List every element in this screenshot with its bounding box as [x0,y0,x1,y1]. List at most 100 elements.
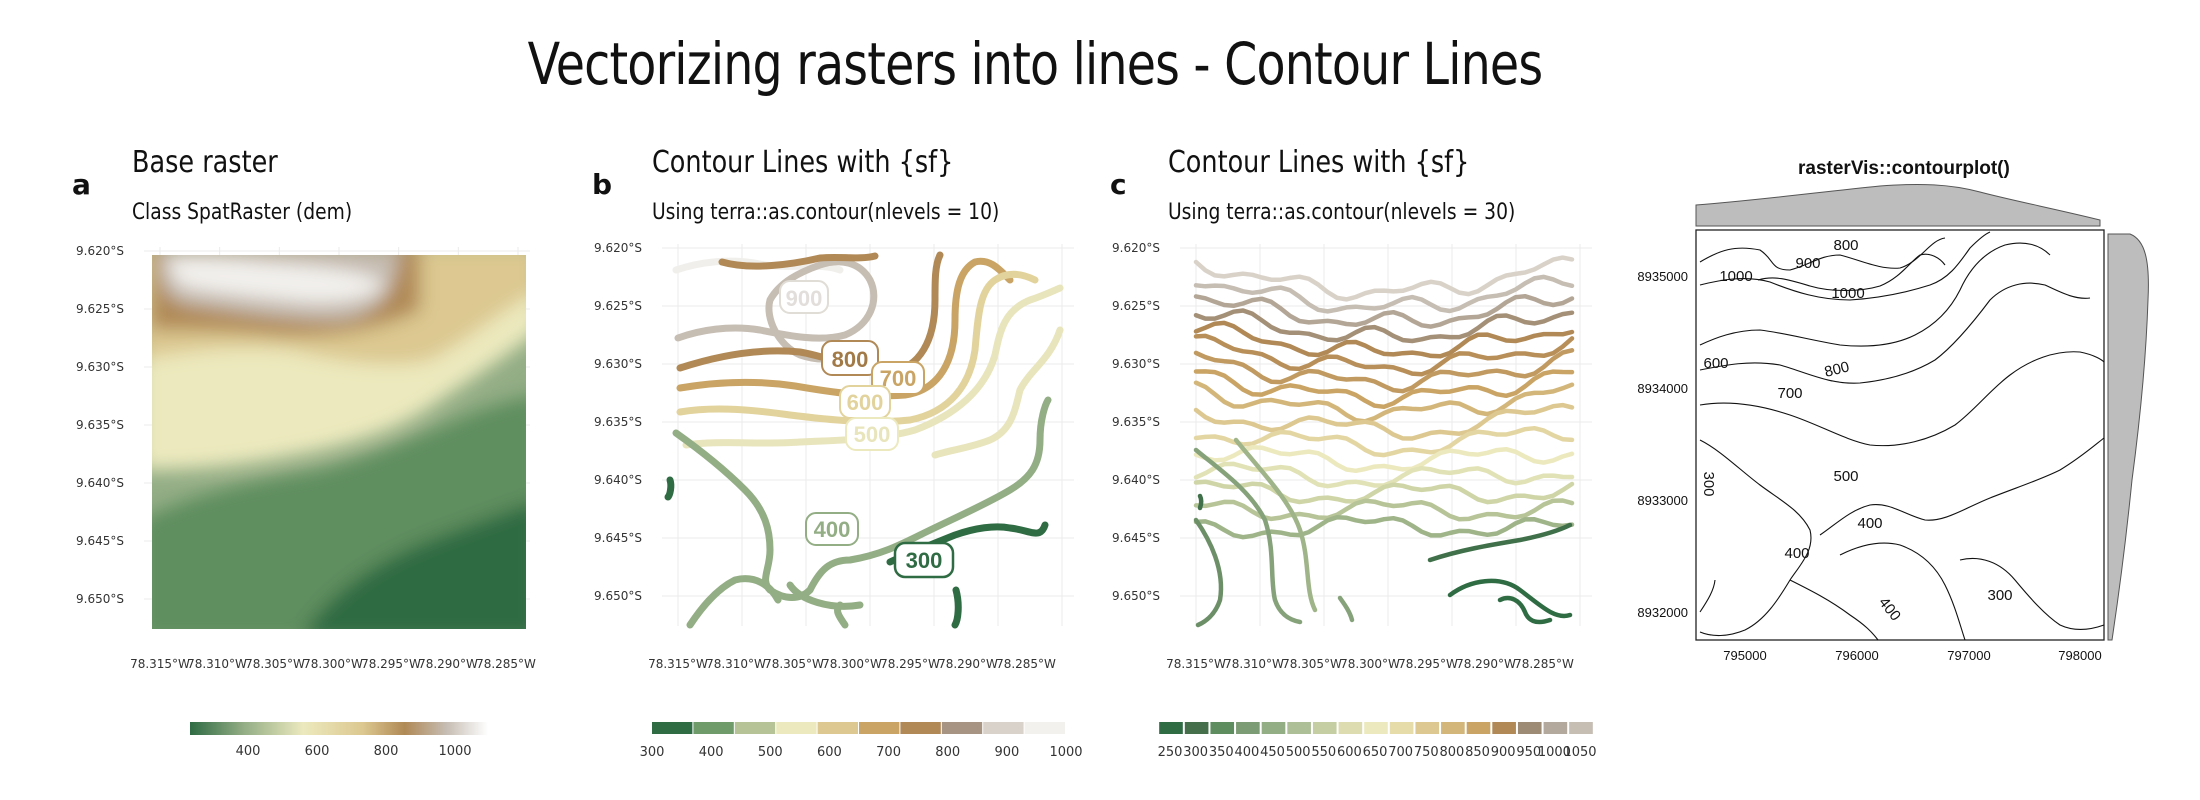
legend-tick-label: 950 [1516,745,1541,760]
legend-swatch [1159,722,1183,734]
contour-line [1699,351,2105,447]
y-tick-label: 9.620°S [76,244,124,258]
legend-tick-label: 1000 [438,744,471,759]
contour-line [1427,522,1573,563]
legend-swatch [652,722,693,734]
contour-line [1233,437,1318,613]
panel-b-contour-labels: 900 800 700 600 500 400 300 [779,280,955,579]
legend-swatch [776,722,817,734]
y-tick-label: 8935000 [1637,269,1688,284]
panel-a-letter: a [72,168,91,201]
x-tick-label: 78.305°W [1282,657,1342,671]
legend-tick-label: 400 [699,745,724,760]
x-tick-label: 78.310°W [706,657,766,671]
top-marginal-density [1695,183,2101,227]
legend-swatch [1569,722,1593,734]
contour-line-600 [676,270,1039,426]
x-tick-label: 78.290°W [418,657,478,671]
x-tick-label: 78.305°W [764,657,824,671]
figure-title: Vectorizing rasters into lines - Contour… [527,30,1543,98]
contour-line [1699,579,1716,613]
y-tick-label: 8932000 [1637,605,1688,620]
contour-line [1193,517,1224,628]
legend-swatch [693,722,734,734]
y-tick-label: 9.625°S [76,302,124,316]
legend-swatch [859,722,900,734]
panel-c-subtitle: Using terra::as.contour(nlevels = 30) [1168,200,1516,225]
contour-line [1789,579,1879,641]
legend-swatch [1261,722,1286,734]
contour-line-400 [786,581,864,610]
contour-line [1193,255,1575,302]
x-tick-label: 78.310°W [1224,657,1284,671]
legend-swatch [1210,722,1235,734]
x-tick-label: 78.315°W [130,657,190,671]
panel-c-contours [1193,255,1575,628]
y-tick-label: 9.630°S [1112,357,1160,371]
contour-line [1193,274,1575,314]
contour-line [1497,595,1553,625]
contour-line [1839,542,1966,641]
legend-tick-label: 900 [1491,745,1516,760]
contour-line [1193,402,1575,441]
legend-swatch [1338,722,1363,734]
legend-tick-label: 750 [1414,745,1439,760]
contour-label: 300 [906,548,943,573]
legend-swatch [1492,722,1516,734]
legend-tick-label: 300 [1183,745,1208,760]
contour-line [1447,578,1573,619]
x-tick-label: 78.295°W [361,657,421,671]
legend-tick-label: 1000 [1049,745,1082,760]
x-tick-label: 78.305°W [245,657,305,671]
contour-line-700 [676,257,1014,400]
panel-b-x-ticks: 78.315°W 78.310°W 78.305°W 78.300°W 78.2… [648,657,1056,671]
y-tick-label: 8934000 [1637,381,1688,396]
y-tick-label: 9.645°S [76,534,124,548]
y-tick-label: 9.635°S [76,418,124,432]
contour-label: 800 [832,347,869,372]
contour-line [1193,515,1575,540]
legend-swatch [1517,722,1542,734]
legend-swatch [1312,722,1337,734]
legend-tick-label: 600 [817,745,842,760]
panel-b-letter: b [592,168,613,201]
panel-c-title: Contour Lines with {sf} [1168,145,1470,180]
contour-label: 900 [1795,255,1820,272]
x-tick-label: 78.290°W [938,657,998,671]
contour-line [1197,493,1204,511]
contour-line [1193,333,1575,377]
panel-c-x-ticks: 78.315°W 78.310°W 78.305°W 78.300°W 78.2… [1166,657,1574,671]
legend-tick-label: 900 [994,745,1019,760]
legend-tick-label: 500 [1286,745,1311,760]
legend-tick-label: 850 [1465,745,1490,760]
contour-line [1699,242,2051,347]
panel-a-y-ticks: 9.620°S 9.625°S 9.630°S 9.635°S 9.640°S … [76,244,124,606]
contour-label: 400 [814,517,851,542]
panel-d-plot: 800 900 1000 1000 600 800 700 500 300 40… [1637,183,2149,663]
x-tick-label: 78.285°W [476,657,536,671]
legend-tick-label: 800 [1439,745,1464,760]
x-tick-label: 78.285°W [996,657,1056,671]
legend-swatch [1543,722,1568,734]
panel-a-legend: 400 600 800 1000 [190,722,488,759]
panel-c-legend: 250 300 350 400 450 500 550 600 650 700 750 800 850 9… [1158,722,1597,760]
x-tick-label: 795000 [1723,648,1766,663]
x-tick-label: 78.315°W [648,657,708,671]
x-tick-label: 78.285°W [1514,657,1574,671]
legend-tick-label: 700 [1388,745,1413,760]
x-tick-label: 78.300°W [1340,657,1400,671]
y-tick-label: 9.650°S [1112,589,1160,603]
contour-label: 600 [847,390,884,415]
panel-b-title: Contour Lines with {sf} [652,145,954,180]
contour-line [1699,282,2091,384]
contour-line [1193,498,1575,522]
legend-tick-label: 250 [1158,745,1183,760]
y-tick-label: 9.630°S [594,357,642,371]
legend-swatch [900,722,941,734]
legend-swatch [734,722,776,734]
legend-tick-label: 800 [374,744,399,759]
legend-tick-label: 450 [1260,745,1285,760]
legend-tick-label: 600 [305,744,330,759]
contour-line [1699,231,1991,301]
right-marginal-density [2107,233,2149,641]
